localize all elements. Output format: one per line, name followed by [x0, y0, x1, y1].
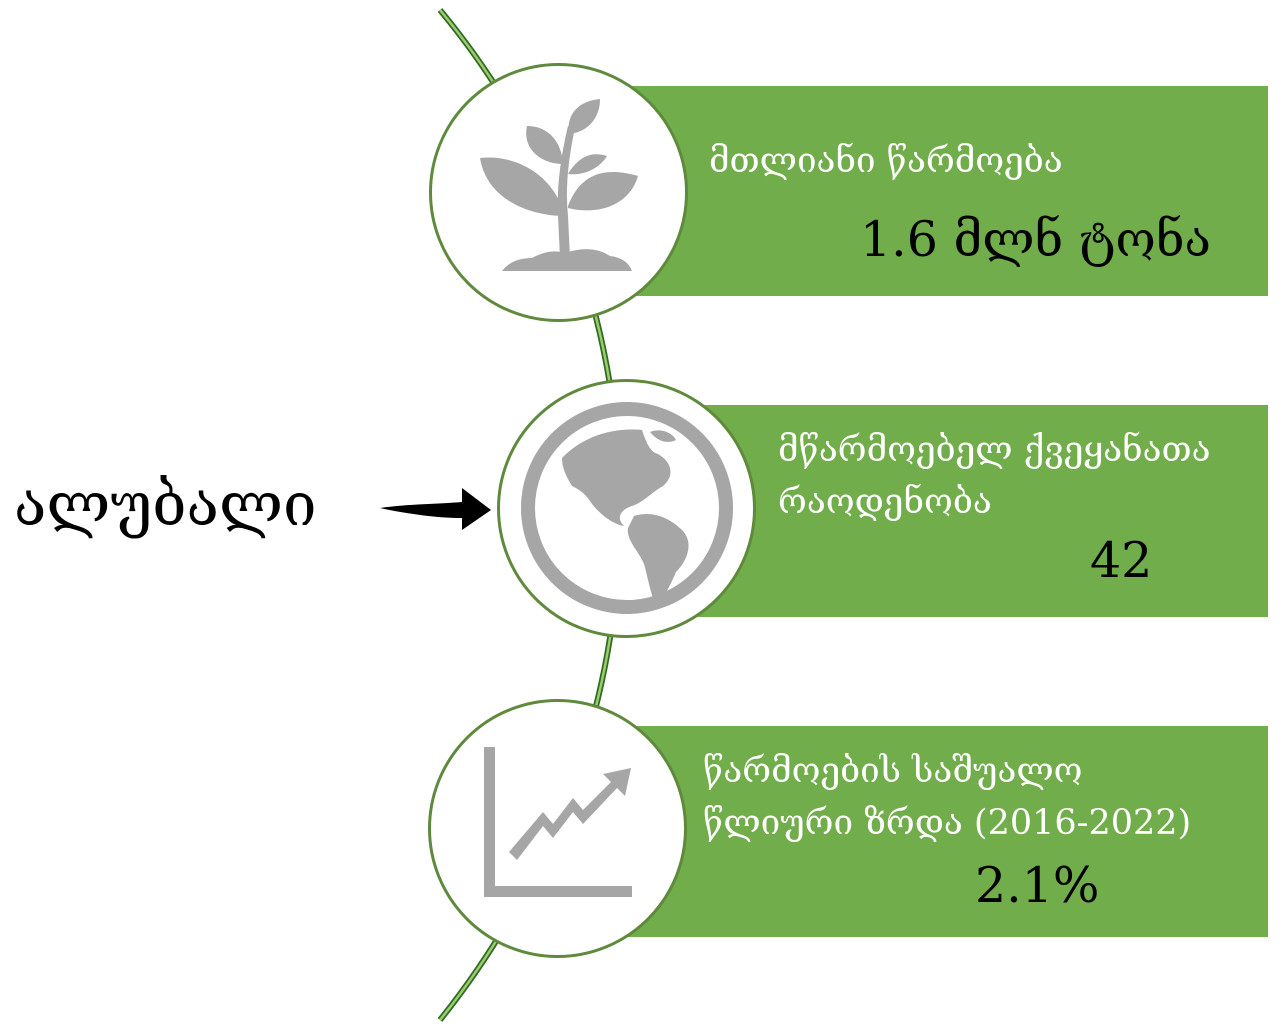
- panel-label: წლიური ზრდა (2016-2022): [703, 803, 1192, 843]
- arrow-right-icon: [380, 488, 491, 530]
- panel-value: 2.1%: [975, 857, 1100, 914]
- icon-circle: [497, 379, 756, 638]
- panel-label: რაოდენობა: [778, 482, 992, 522]
- globe-icon: [521, 402, 733, 614]
- panel-label: მთლიანი წარმოება: [709, 141, 1063, 181]
- panel-value: 42: [1090, 532, 1153, 589]
- plant-icon: [480, 99, 638, 271]
- info-panel-annual-growth: წარმოების საშუალო წლიური ზრდა (2016-2022…: [585, 726, 1268, 937]
- growth-chart-icon: [484, 747, 632, 897]
- panel-label: მწარმოებელ ქვეყანათა: [778, 430, 1211, 470]
- panel-value: 1.6 მლნ ტონა: [860, 211, 1212, 268]
- side-label: ალუბალი: [14, 470, 317, 540]
- info-panel-total-production: მთლიანი წარმოება 1.6 მლნ ტონა: [585, 86, 1268, 296]
- icon-circle: [429, 63, 688, 322]
- icon-circle: [428, 699, 687, 958]
- panel-label: წარმოების საშუალო: [703, 751, 1083, 791]
